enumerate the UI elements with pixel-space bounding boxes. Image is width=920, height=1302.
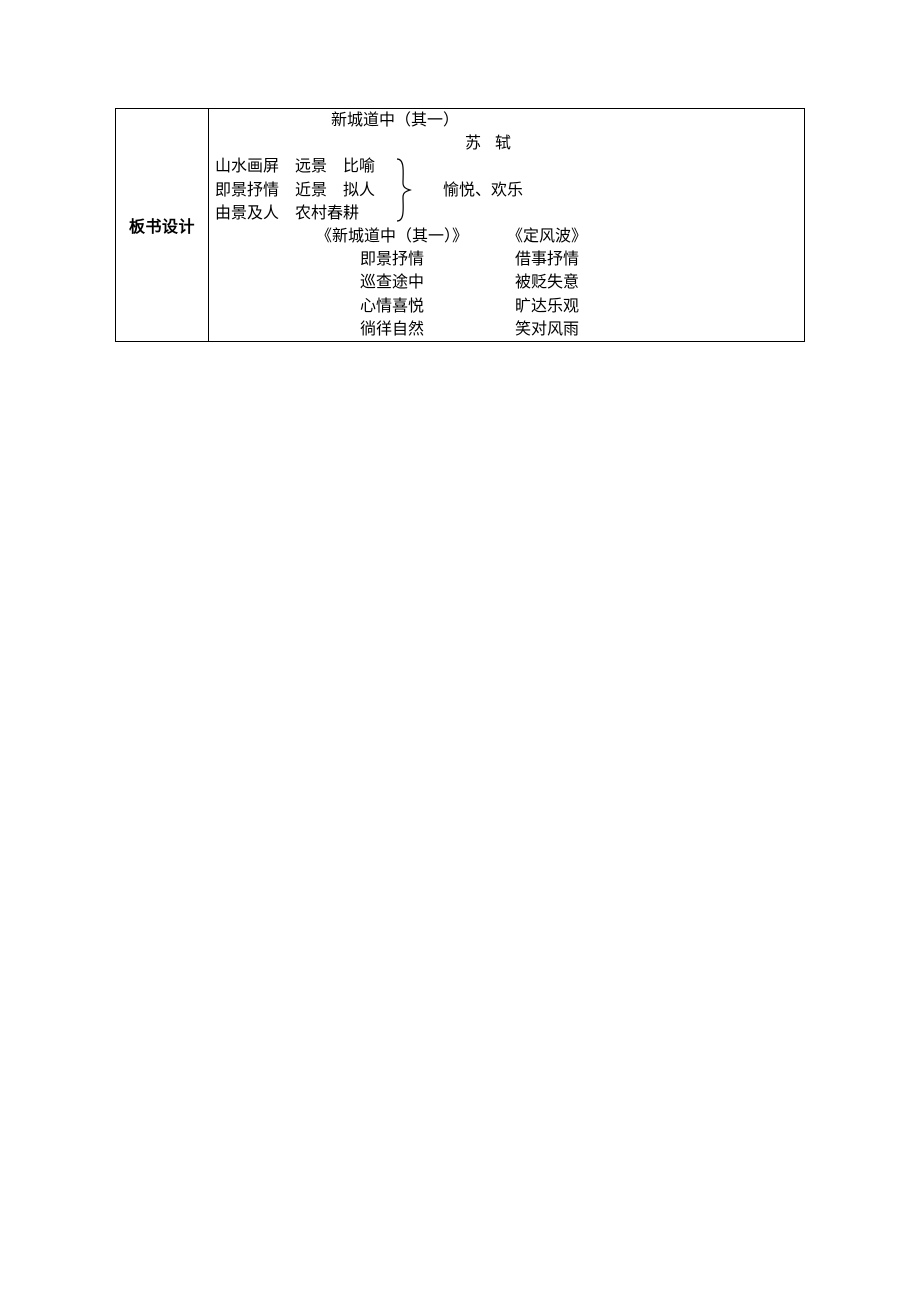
right-brace-icon <box>391 157 415 223</box>
scene-col3 <box>343 202 391 225</box>
compare-col-a: 巡查途中 <box>297 271 487 294</box>
compare-col-b: 《定风波》 <box>487 225 607 248</box>
poem-title: 新城道中（其一） <box>331 109 459 132</box>
compare-col-b: 旷达乐观 <box>487 295 607 318</box>
scene-line: 山水画屏 远景 比喻 <box>215 155 391 178</box>
brace-block: 山水画屏 远景 比喻 即景抒情 近景 拟人 由景及人 农村春耕 <box>209 155 804 225</box>
scene-col3: 拟人 <box>343 179 391 202</box>
scene-col1: 即景抒情 <box>215 179 295 202</box>
poem-title-row: 新城道中（其一） <box>209 109 804 132</box>
compare-row: 《新城道中（其一）》 《定风波》 <box>209 225 804 248</box>
scene-col1: 山水画屏 <box>215 155 295 178</box>
scene-col3: 比喻 <box>343 155 391 178</box>
compare-col-a: 心情喜悦 <box>297 295 487 318</box>
three-lines: 山水画屏 远景 比喻 即景抒情 近景 拟人 由景及人 农村春耕 <box>215 155 391 225</box>
scene-col2: 农村春耕 <box>295 202 343 225</box>
scene-col2: 远景 <box>295 155 343 178</box>
compare-col-a: 《新城道中（其一）》 <box>297 225 487 248</box>
compare-row: 即景抒情 借事抒情 <box>209 248 804 271</box>
scene-line: 即景抒情 近景 拟人 <box>215 179 391 202</box>
poem-author-row: 苏 轼 <box>209 132 804 155</box>
content-inner: 新城道中（其一） 苏 轼 山水画屏 远景 比喻 即景抒 <box>209 109 804 341</box>
compare-col-a: 徜徉自然 <box>297 318 487 341</box>
scene-line: 由景及人 农村春耕 <box>215 202 391 225</box>
scene-col1: 由景及人 <box>215 202 295 225</box>
row-label: 板书设计 <box>129 219 195 236</box>
compare-col-b: 被贬失意 <box>487 271 607 294</box>
board-design-table: 板书设计 新城道中（其一） 苏 轼 山水画屏 远景 <box>115 108 805 342</box>
compare-row: 巡查途中 被贬失意 <box>209 271 804 294</box>
content-cell: 新城道中（其一） 苏 轼 山水画屏 远景 比喻 即景抒 <box>209 109 805 342</box>
compare-col-b: 笑对风雨 <box>487 318 607 341</box>
row-label-cell: 板书设计 <box>116 109 209 342</box>
compare-row: 心情喜悦 旷达乐观 <box>209 295 804 318</box>
compare-col-a: 即景抒情 <box>297 248 487 271</box>
scene-col2: 近景 <box>295 179 343 202</box>
compare-row: 徜徉自然 笑对风雨 <box>209 318 804 341</box>
compare-col-b: 借事抒情 <box>487 248 607 271</box>
emotion-label: 愉悦、欢乐 <box>415 179 523 202</box>
poem-author: 苏 轼 <box>465 132 513 155</box>
